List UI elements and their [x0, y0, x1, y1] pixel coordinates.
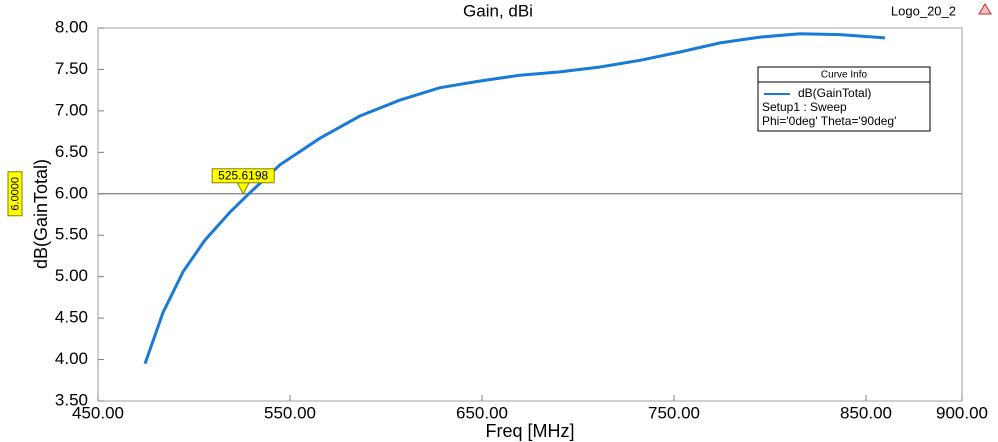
legend-title: Curve Info: [821, 70, 868, 81]
y-tick-label: 6.50: [55, 142, 88, 161]
y-tick-label: 4.50: [55, 308, 88, 327]
x-tick-label: 850.00: [840, 403, 892, 422]
logo-label: Logo_20_2: [891, 3, 956, 18]
marker-y-box: [7, 171, 23, 217]
y-axis-label: dB(GainTotal): [31, 159, 51, 269]
warning-icon: [978, 3, 992, 15]
y-tick-label: 7.50: [55, 59, 88, 78]
y-tick-label: 3.50: [55, 390, 88, 409]
y-tick-label: 4.00: [55, 349, 88, 368]
y-tick-label: 6.00: [55, 183, 88, 202]
marker-box: [211, 168, 275, 184]
legend-note: Setup1 : Sweep: [762, 100, 847, 114]
x-tick-label: 650.00: [456, 403, 508, 422]
y-tick-label: 8.00: [55, 17, 88, 36]
x-axis-label: Freq [MHz]: [485, 421, 574, 441]
legend-label: dB(GainTotal): [798, 86, 871, 100]
legend-box: [757, 66, 931, 132]
y-tick-label: 5.50: [55, 225, 88, 244]
x-tick-label: 550.00: [264, 403, 316, 422]
marker-x-label: 525.6198: [218, 168, 268, 182]
y-tick-label: 5.00: [55, 266, 88, 285]
legend-note: Phi='0deg' Theta='90deg': [762, 114, 896, 128]
x-tick-label: 750.00: [648, 403, 700, 422]
y-tick-label: 7.00: [55, 100, 88, 119]
x-tick-label: 900.00: [936, 403, 988, 422]
line-series: [143, 32, 886, 365]
x-tick-label: 450.00: [72, 403, 124, 422]
chart-title: Gain, dBi: [463, 1, 533, 20]
marker-y-label: 6.0000: [9, 177, 21, 211]
